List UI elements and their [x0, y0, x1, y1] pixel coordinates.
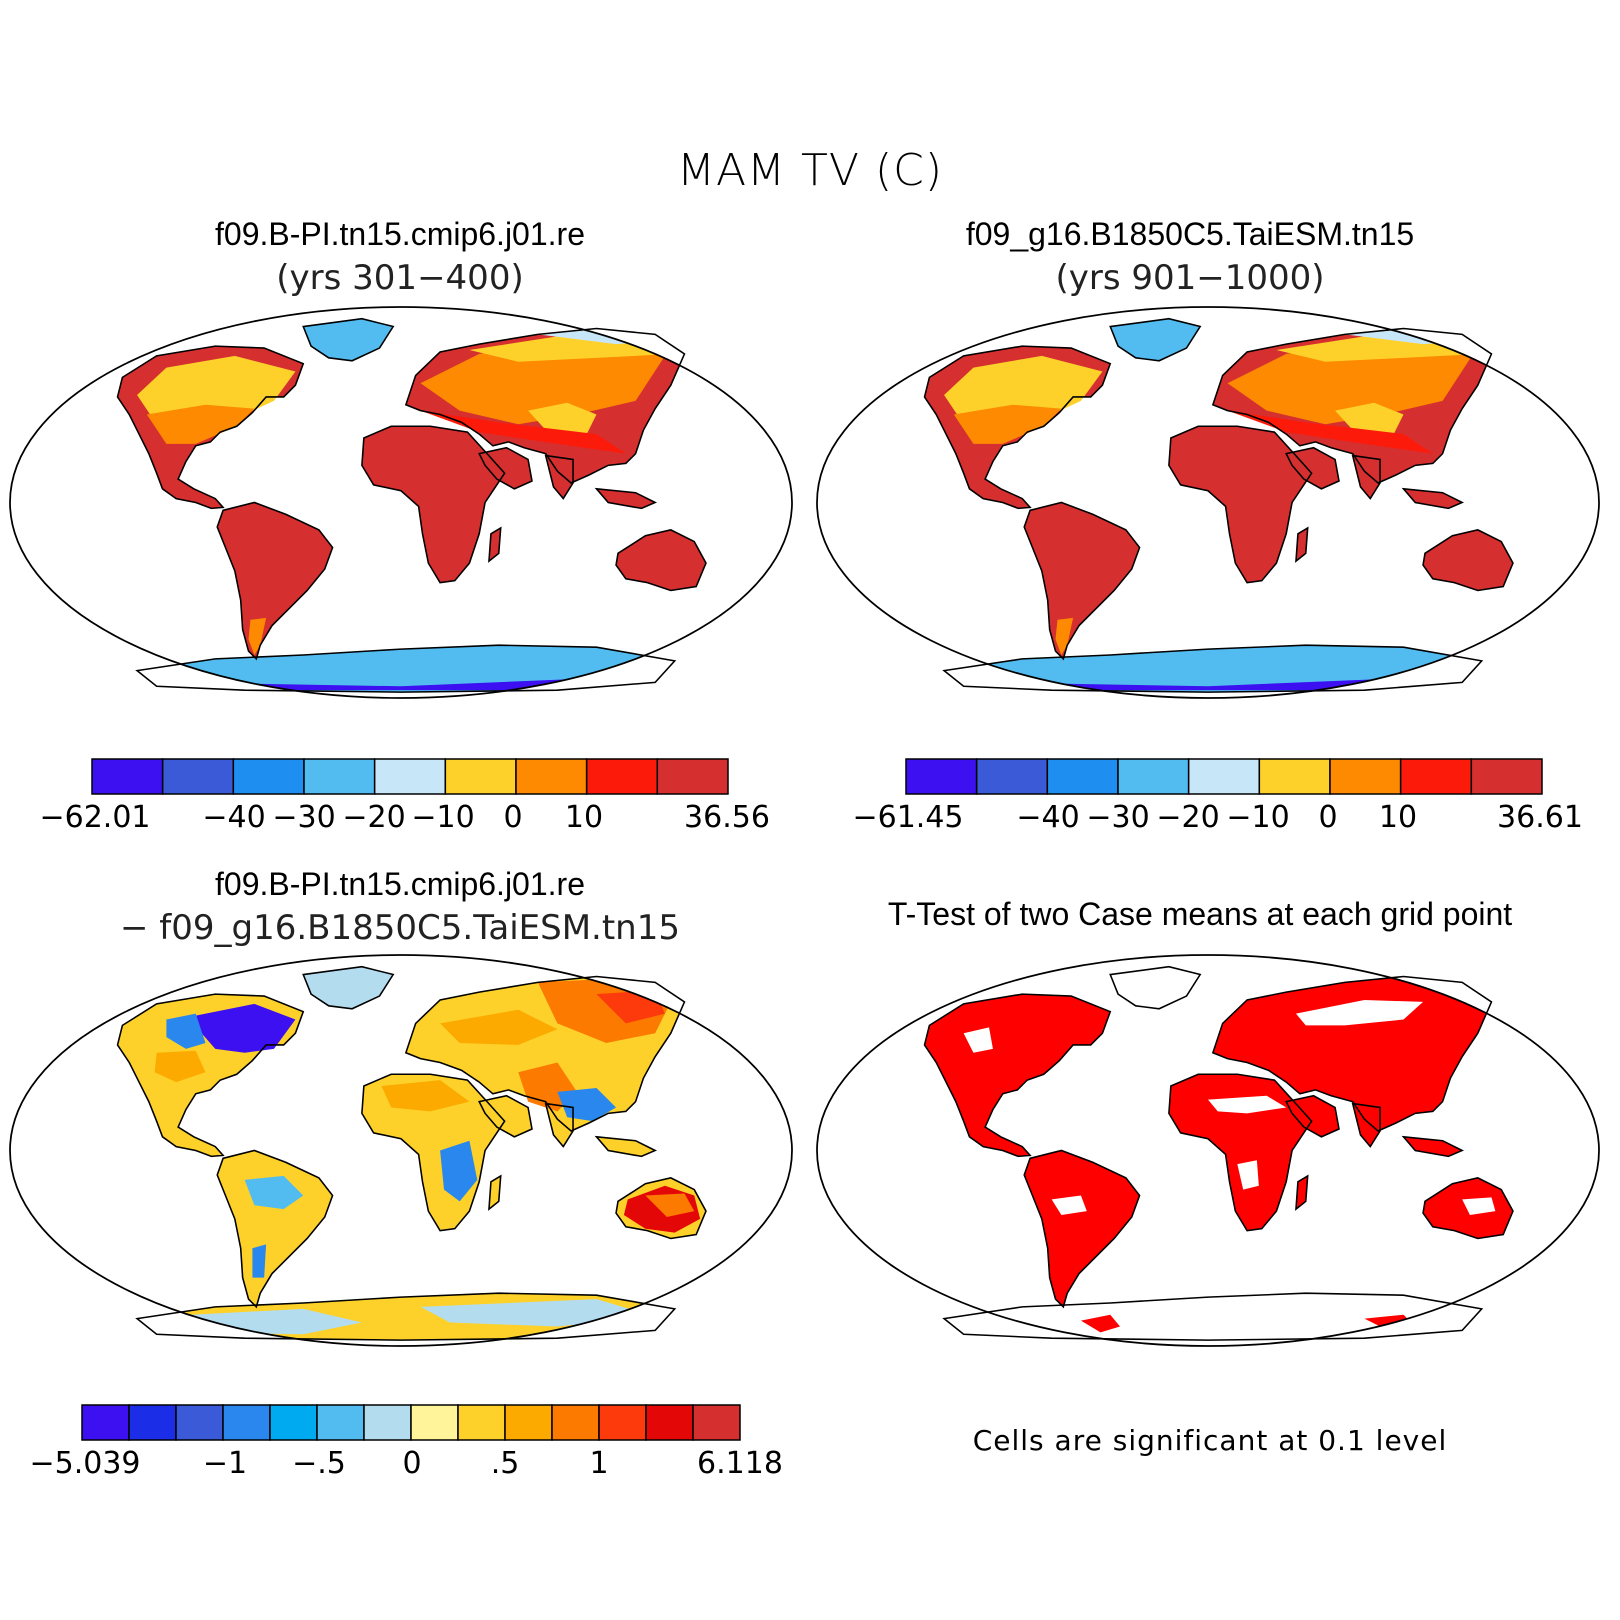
colorbar-3-tick: −.5	[292, 1446, 346, 1481]
colorbar-3-labels: −5.039 −1 −.5 0 .5 1 6.118	[0, 1446, 800, 1486]
colorbar-box	[598, 1404, 647, 1441]
colorbar-3-tick: .5	[490, 1446, 520, 1481]
colorbar-box	[1399, 758, 1473, 795]
colorbar-box	[161, 758, 235, 795]
colorbar-1-tick: −30	[272, 800, 336, 835]
significance-note: Cells are significant at 0.1 level	[972, 1424, 1448, 1457]
colorbar-2-tick: −61.45	[852, 800, 964, 835]
colorbar-3-tick: 1	[589, 1446, 609, 1481]
panel-3-subtitle: − f09_g16.B1850C5.TaiESM.tn15	[120, 908, 680, 948]
colorbar-box	[504, 1404, 553, 1441]
panel-2-subtitle: (yrs 901−1000)	[1055, 258, 1325, 298]
colorbar-2-tick: −40	[1016, 800, 1080, 835]
colorbar-box	[656, 758, 729, 795]
main-title: MAM TV (C)	[676, 145, 944, 196]
colorbar-3-tick: −1	[202, 1446, 248, 1481]
colorbar-2-tick: −20	[1156, 800, 1220, 835]
colorbar-2-tick: 10	[1378, 800, 1418, 835]
colorbar-2-tick: −30	[1086, 800, 1150, 835]
colorbar-3-tick: 6.118	[697, 1446, 783, 1481]
colorbar-box	[1470, 758, 1543, 795]
colorbar-1-tick: −10	[411, 800, 475, 835]
colorbar-box	[515, 758, 588, 795]
colorbar-box	[303, 758, 376, 795]
colorbar-box	[1258, 758, 1331, 795]
panel-3-title: f09.B-PI.tn15.cmip6.j01.re	[215, 866, 585, 902]
colorbar-box	[905, 758, 978, 795]
colorbar-2-tick: 0	[1318, 800, 1338, 835]
colorbar-box	[232, 758, 305, 795]
colorbar-panel-1	[91, 758, 729, 795]
colorbar-3-tick: 0	[402, 1446, 422, 1481]
colorbar-1-tick: 10	[564, 800, 604, 835]
map-panel-3	[9, 954, 793, 1347]
colorbar-3-tick: −5.039	[29, 1446, 141, 1481]
colorbar-box	[585, 758, 659, 795]
colorbar-box	[1329, 758, 1402, 795]
panel-1-subtitle: (yrs 301−400)	[276, 258, 524, 298]
colorbar-2-tick: −10	[1226, 800, 1290, 835]
colorbar-box	[175, 1404, 224, 1441]
colorbar-1-tick: −20	[342, 800, 406, 835]
colorbar-panel-3	[81, 1404, 741, 1441]
colorbar-box	[363, 1404, 412, 1441]
colorbar-box	[222, 1404, 271, 1441]
colorbar-box	[81, 1404, 130, 1441]
colorbar-2-tick: 36.61	[1497, 800, 1583, 835]
colorbar-box	[269, 1404, 318, 1441]
map-panel-2	[816, 306, 1600, 699]
colorbar-1-tick: 0	[503, 800, 523, 835]
colorbar-1-tick: −62.01	[39, 800, 151, 835]
colorbar-1-labels: −62.01 −40 −30 −20 −10 0 10 36.56	[0, 800, 800, 840]
colorbar-box	[692, 1404, 741, 1441]
map-panel-4	[816, 954, 1600, 1347]
colorbar-box	[1187, 758, 1261, 795]
colorbar-box	[645, 1404, 694, 1441]
colorbar-1-tick: −40	[202, 800, 266, 835]
colorbar-box	[1117, 758, 1190, 795]
colorbar-1-tick: 36.56	[684, 800, 770, 835]
panel-4-title: T-Test of two Case means at each grid po…	[887, 896, 1513, 932]
colorbar-panel-2	[905, 758, 1543, 795]
colorbar-box	[551, 1404, 600, 1441]
colorbar-box	[975, 758, 1049, 795]
map-panel-1	[9, 306, 793, 699]
colorbar-box	[128, 1404, 177, 1441]
panel-2-title: f09_g16.B1850C5.TaiESM.tn15	[965, 216, 1415, 252]
colorbar-box	[91, 758, 164, 795]
panel-1-title: f09.B-PI.tn15.cmip6.j01.re	[215, 216, 585, 252]
colorbar-box	[316, 1404, 365, 1441]
colorbar-box	[444, 758, 517, 795]
colorbar-box	[373, 758, 447, 795]
colorbar-box	[457, 1404, 506, 1441]
colorbar-box	[410, 1404, 459, 1441]
colorbar-box	[1046, 758, 1119, 795]
colorbar-2-labels: −61.45 −40 −30 −20 −10 0 10 36.61	[0, 800, 1620, 840]
